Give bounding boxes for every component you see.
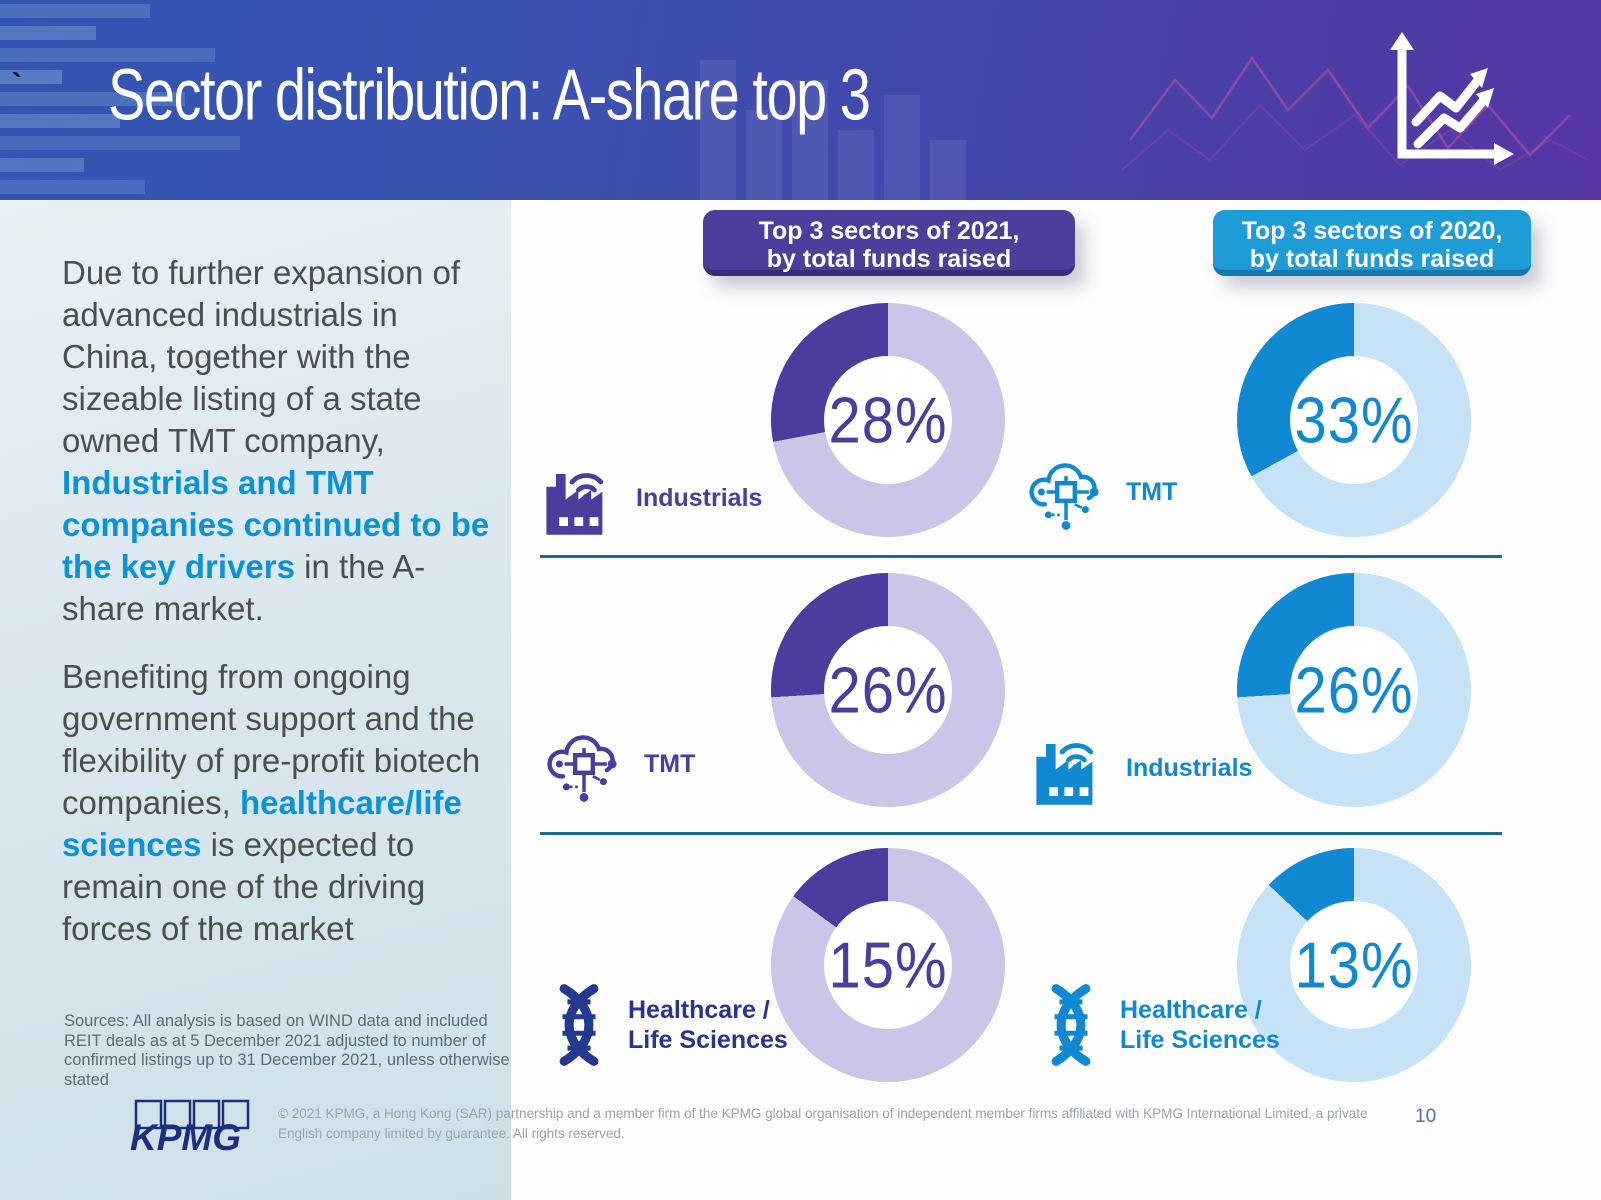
badge-2021-line1: Top 3 sectors of 2021, xyxy=(758,217,1020,245)
tmt-cloud-icon xyxy=(1029,463,1099,530)
badge-2020-line1: Top 3 sectors of 2020, xyxy=(1241,217,1503,245)
donut-hole: 13% xyxy=(1290,901,1418,1029)
pink-trend-line-decoration xyxy=(1121,55,1589,172)
sector-label-line1: TMT xyxy=(1126,478,1178,506)
healthcare-dna-icon xyxy=(1051,984,1091,1066)
sector-label-line1: TMT xyxy=(644,750,696,778)
copyright-line2: English company limited by guarantee. Al… xyxy=(278,1126,625,1141)
sector-label: Healthcare / Life Sciences xyxy=(1120,995,1280,1055)
commentary-panel: Due to further expansion of advanced ind… xyxy=(0,200,511,1200)
sector-label-line2: Life Sciences xyxy=(628,1026,788,1054)
sector-label-line1: Healthcare / xyxy=(1120,996,1262,1024)
donut-hole: 33% xyxy=(1290,356,1418,484)
donut-hole: 26% xyxy=(824,626,952,754)
donut-2021-tmt: 26% xyxy=(771,573,1005,807)
page-number: 10 xyxy=(1415,1106,1437,1127)
pct-2021-tmt: 26% xyxy=(828,653,948,727)
sector-label-line1: Industrials xyxy=(1126,754,1253,782)
p1-highlight: Industrials and TMT companies continued … xyxy=(62,464,490,585)
commentary-text: Due to further expansion of advanced ind… xyxy=(62,252,492,950)
sector-label-line2: Life Sciences xyxy=(1120,1026,1280,1054)
p2-highlight: healthcare/life sciences xyxy=(62,784,462,863)
sector-2021-tmt: TMT xyxy=(540,720,695,808)
donut-2021-industrials: 28% xyxy=(771,303,1005,537)
sector-label: TMT xyxy=(1126,477,1177,507)
pct-2021-industrials: 28% xyxy=(828,383,948,457)
healthcare-dna-icon xyxy=(559,984,599,1066)
donut-hole: 28% xyxy=(824,356,952,484)
p1-text: Due to further expansion of advanced ind… xyxy=(62,254,461,459)
p2-text-end: is expected to remain one of the driving… xyxy=(62,826,426,947)
sector-2020-industrials: Industrials xyxy=(1030,728,1252,808)
copyright-line1: © 2021 KPMG, a Hong Kong (SAR) partnersh… xyxy=(278,1106,1368,1121)
sources-note: Sources: All analysis is based on WIND d… xyxy=(64,1012,510,1089)
sector-2020-tmt: TMT xyxy=(1022,448,1177,536)
kpmg-logo: KPMG xyxy=(130,1099,250,1158)
paragraph-1: Due to further expansion of advanced ind… xyxy=(62,252,492,630)
donut-2020-tmt: 33% xyxy=(1237,303,1471,537)
pct-2020-healthcare: 13% xyxy=(1294,928,1414,1002)
donut-2021-healthcare: 15% xyxy=(771,848,1005,1082)
p2-text: Benefiting from ongoing government suppo… xyxy=(62,658,481,821)
industrials-factory-icon xyxy=(546,473,604,535)
donut-2020-industrials: 26% xyxy=(1237,573,1471,807)
line-chart-icon xyxy=(1390,32,1514,165)
paragraph-2: Benefiting from ongoing government suppo… xyxy=(62,656,492,950)
badge-2020-line2: by total funds raised xyxy=(1249,245,1495,273)
copyright-text: © 2021 KPMG, a Hong Kong (SAR) partnersh… xyxy=(278,1104,1368,1144)
stray-mark: ` xyxy=(12,68,22,101)
pct-2020-industrials: 26% xyxy=(1294,653,1414,727)
badge-top3-2020: Top 3 sectors of 2020, by total funds ra… xyxy=(1213,210,1531,276)
tmt-cloud-icon xyxy=(547,735,617,802)
sector-label-line1: Industrials xyxy=(636,484,763,512)
donut-hole: 26% xyxy=(1290,626,1418,754)
sector-label: Industrials xyxy=(1126,753,1252,783)
sector-2020-healthcare: Healthcare / Life Sciences xyxy=(1038,982,1280,1068)
pct-2021-healthcare: 15% xyxy=(828,928,948,1002)
page-title: Sector distribution: A-share top 3 xyxy=(108,53,871,136)
sector-label: Healthcare / Life Sciences xyxy=(628,995,788,1055)
donut-2020-healthcare: 13% xyxy=(1237,848,1471,1082)
p1-text-end: in the A-share market. xyxy=(62,548,426,627)
industrials-factory-icon xyxy=(1036,743,1094,805)
badge-2021-line2: by total funds raised xyxy=(766,245,1012,273)
sector-2021-industrials: Industrials xyxy=(540,458,762,538)
sector-2021-healthcare: Healthcare / Life Sciences xyxy=(546,982,788,1068)
header-banner: ` Sector distribution: A-share top 3 xyxy=(0,0,1601,200)
donut-hole: 15% xyxy=(824,901,952,1029)
sector-label: Industrials xyxy=(636,483,762,513)
row-divider-1 xyxy=(540,555,1502,558)
row-divider-2 xyxy=(540,832,1502,835)
pct-2020-tmt: 33% xyxy=(1294,383,1414,457)
sector-label: TMT xyxy=(644,749,695,779)
kpmg-logo-text: KPMG xyxy=(130,1117,241,1158)
badge-top3-2021: Top 3 sectors of 2021, by total funds ra… xyxy=(703,210,1075,276)
sector-label-line1: Healthcare / xyxy=(628,996,770,1024)
